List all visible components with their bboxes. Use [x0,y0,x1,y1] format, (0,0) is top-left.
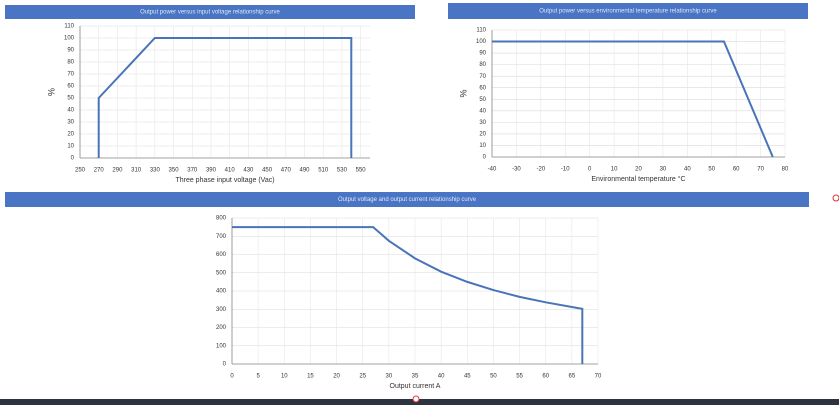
y-tick-label: 0 [483,155,487,161]
x-tick-label: 30 [386,374,393,380]
x-tick-label: 10 [611,167,618,173]
y-tick-label: 700 [216,234,227,240]
x-tick-label: 35 [412,374,419,380]
x-axis-label: Three phase input voltage (Vac) [175,177,274,184]
y-tick-label: 0 [223,362,227,368]
y-tick-label: 400 [216,289,227,295]
y-tick-label: 10 [67,144,74,150]
x-tick-label: 470 [281,168,292,174]
y-tick-label: 300 [216,307,227,313]
x-tick-label: 250 [75,168,86,174]
bottom-bar [0,399,839,405]
y-tick-label: 50 [479,97,486,103]
x-tick-label: 510 [318,168,329,174]
x-tick-label: 60 [542,374,549,380]
y-tick-label: 500 [216,270,227,276]
x-tick-label: 40 [684,167,691,173]
x-tick-label: 45 [464,374,471,380]
x-tick-label: 25 [359,374,366,380]
y-tick-label: 80 [479,62,486,68]
x-tick-label: 15 [307,374,314,380]
title-bar [448,3,808,19]
x-tick-label: 490 [300,168,311,174]
y-tick-label: 30 [67,120,74,126]
x-tick-label: 410 [225,168,236,174]
x-tick-label: 0 [230,374,234,380]
x-tick-label: 350 [169,168,180,174]
x-tick-label: 530 [337,168,348,174]
y-tick-label: 20 [479,131,486,137]
y-tick-label: 100 [216,343,227,349]
x-tick-label: 65 [569,374,576,380]
y-tick-label: 0 [71,156,75,162]
x-tick-label: 30 [660,167,667,173]
x-tick-label: 50 [490,374,497,380]
y-tick-label: 110 [476,28,486,34]
data-line [492,40,774,158]
y-tick-label: 40 [479,108,486,114]
y-tick-label: 600 [216,252,227,258]
y-tick-label: 800 [216,216,227,222]
y-tick-label: 70 [67,72,74,78]
x-tick-label: 70 [595,374,602,380]
y-tick-label: 70 [479,74,486,80]
chart-title: Output power versus input voltage relati… [140,10,280,16]
y-axis-label: % [458,89,468,97]
y-tick-label: 200 [216,325,227,331]
x-tick-label: 40 [438,374,445,380]
y-tick-label: 30 [479,120,486,126]
data-line [232,226,584,364]
handle[interactable] [412,395,420,403]
x-tick-label: -40 [488,167,497,173]
x-axis-label: Environmental temperature °C [591,175,685,183]
y-axis-label: % [46,88,56,96]
x-tick-label: 330 [150,168,161,174]
y-tick-label: 50 [67,96,74,102]
y-tick-label: 10 [479,143,486,149]
x-tick-label: 5 [256,374,260,380]
x-tick-label: 310 [131,168,142,174]
y-tick-label: 100 [476,39,487,45]
x-tick-label: 290 [112,168,123,174]
x-tick-label: 270 [94,168,105,174]
x-tick-label: -30 [512,167,521,173]
y-tick-label: 100 [64,36,75,42]
title-bar [5,5,415,19]
x-tick-label: 60 [733,167,740,173]
x-tick-label: 80 [782,167,789,173]
x-axis-label: Output current A [390,383,441,390]
x-tick-label: 20 [333,374,340,380]
x-tick-label: -20 [536,167,545,173]
title-bar [5,192,809,207]
x-tick-label: 70 [757,167,764,173]
y-tick-label: 40 [67,108,74,114]
y-tick-label: 90 [67,48,74,54]
x-tick-label: 390 [206,168,217,174]
handle[interactable] [832,194,839,202]
x-tick-label: 50 [708,167,715,173]
x-tick-label: -10 [561,167,570,173]
y-tick-label: 60 [67,84,74,90]
chart-title: Output power versus environmental temper… [539,9,717,15]
chart-title: Output voltage and output current relati… [338,197,477,203]
x-tick-label: 430 [243,168,254,174]
y-tick-label: 20 [67,132,74,138]
data-line [97,37,353,158]
x-tick-label: 0 [588,167,592,173]
x-tick-label: 370 [187,168,198,174]
x-tick-label: 450 [262,168,273,174]
y-tick-label: 90 [479,51,486,57]
x-tick-label: 550 [356,168,367,174]
x-tick-label: 10 [281,374,288,380]
x-tick-label: 20 [635,167,642,173]
y-tick-label: 60 [479,85,486,91]
x-tick-label: 55 [516,374,523,380]
y-tick-label: 80 [67,60,74,66]
y-tick-label: 110 [64,24,74,30]
